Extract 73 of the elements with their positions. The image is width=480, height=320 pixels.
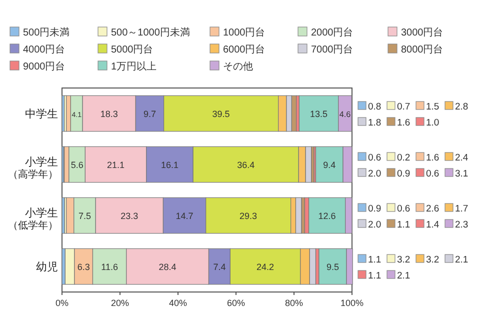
legend-label: 1000円台: [223, 26, 266, 38]
text: 2.1: [455, 254, 468, 266]
legend-label: 2000円台: [311, 26, 354, 38]
text: 2.4: [455, 152, 468, 164]
text: 3.2: [426, 254, 440, 266]
text: 3.1: [455, 168, 468, 180]
data-label: 6.3: [77, 262, 90, 272]
legend-label: 9000円台: [23, 60, 66, 72]
data-label: 21.1: [107, 160, 125, 170]
data-label: 39.5: [212, 109, 230, 119]
data-label: 9.5: [326, 262, 339, 272]
legend-label: 7000円台: [311, 44, 354, 56]
text: 2.6: [426, 204, 440, 214]
text: 1.8: [368, 118, 382, 128]
data-label: 14.7: [176, 211, 194, 221]
text: 2.8: [455, 102, 468, 112]
data-label: 9.7: [143, 109, 156, 119]
text: 3.2: [397, 254, 410, 266]
text: 1.5: [426, 102, 440, 112]
x-tick-label: 0%: [55, 298, 69, 308]
text: 1.7: [455, 204, 468, 214]
data-label: 7.5: [78, 211, 92, 221]
data-label: 36.4: [237, 160, 255, 170]
x-tick-label: 80%: [284, 298, 304, 308]
text: 1.6: [426, 152, 440, 164]
y-tick-label: 小学生（低学年）: [8, 206, 58, 232]
data-label: 29.3: [240, 211, 258, 221]
text: 0.7: [397, 102, 410, 112]
text: 2.3: [455, 220, 468, 230]
legend-label: 1万円以上: [111, 60, 157, 72]
data-label: 11.6: [101, 262, 118, 272]
legend-label: 5000円台: [111, 44, 154, 56]
x-tick-label: 20%: [110, 298, 130, 308]
text: 0.9: [397, 168, 410, 180]
y-tick-label: 中学生: [25, 108, 58, 120]
text: 1.0: [426, 118, 440, 128]
data-label: 24.2: [256, 262, 274, 272]
legend-label: 3000円台: [401, 26, 444, 38]
text: 2.1: [397, 270, 410, 282]
data-label: 4.6: [339, 110, 352, 119]
x-tick-label: 40%: [168, 298, 188, 308]
text: 0.8: [368, 102, 382, 112]
data-label: 9.4: [323, 160, 336, 170]
y-tick-label: 幼児: [36, 260, 58, 274]
text: 0.6: [426, 168, 440, 180]
text: 0.6: [368, 152, 382, 164]
legend-label: 4000円台: [23, 44, 66, 56]
data-label: 7.4: [213, 262, 226, 272]
x-tick-label: 60%: [226, 298, 246, 308]
text: 1.1: [368, 270, 382, 282]
text: 2.0: [368, 168, 382, 180]
data-label: 12.6: [318, 211, 336, 221]
legend-label: 6000円台: [223, 44, 266, 56]
legend-label: 500円未満: [23, 26, 70, 38]
text: 0.2: [397, 152, 410, 164]
text: 1.1: [368, 254, 382, 266]
y-tick-label: 小学生（高学年）: [8, 156, 58, 180]
legend-label: 500～1000円未満: [111, 26, 190, 38]
data-label: 28.4: [158, 262, 176, 272]
x-tick-label: 100%: [340, 298, 364, 308]
data-label: 18.3: [100, 109, 118, 119]
data-label: 16.1: [160, 160, 178, 170]
text: 0.6: [397, 204, 410, 214]
data-label: 23.3: [120, 211, 138, 221]
text: 0.9: [368, 204, 382, 214]
text: 1.4: [426, 220, 440, 230]
legend-label: その他: [223, 60, 253, 72]
text: 2.0: [368, 220, 382, 230]
text: 1.6: [397, 118, 410, 128]
legend-label: 8000円台: [401, 44, 444, 56]
data-label: 13.5: [310, 109, 328, 119]
text: 1.1: [397, 220, 410, 230]
data-label: 5.6: [70, 160, 84, 170]
